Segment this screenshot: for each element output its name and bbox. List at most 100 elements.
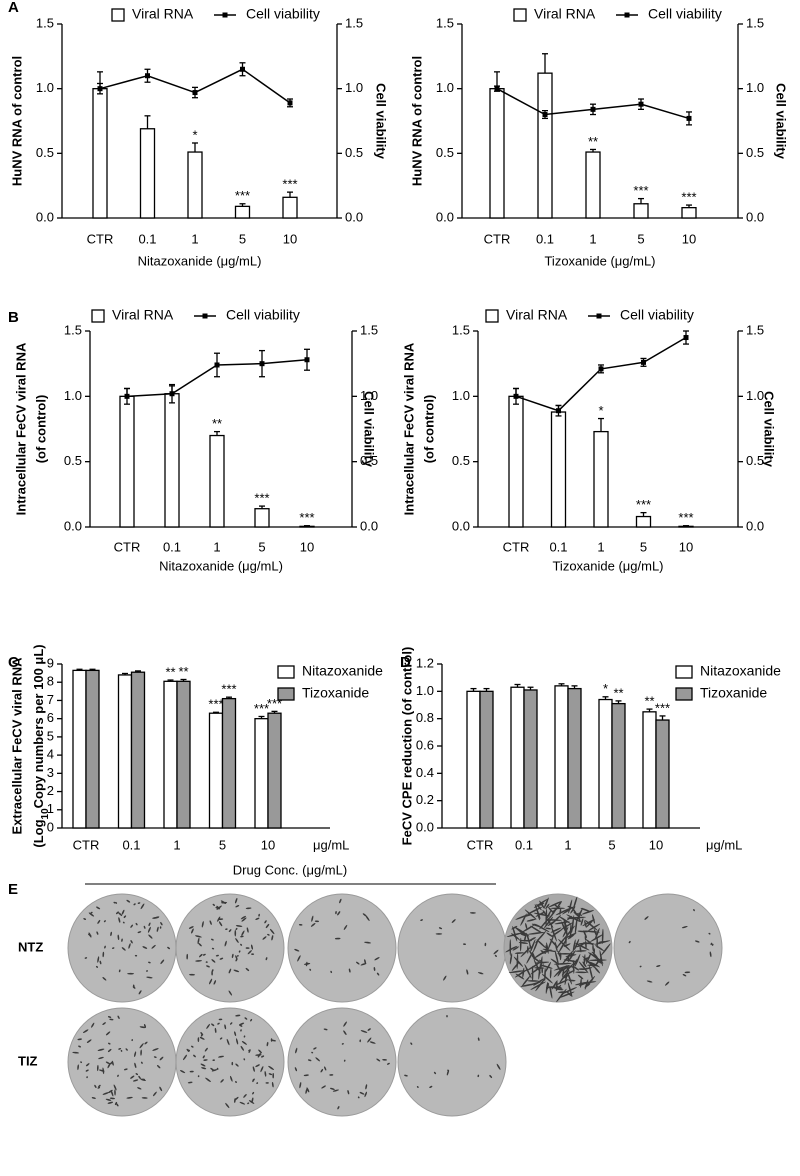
x-tick-label: 10: [679, 539, 693, 554]
cell: [373, 967, 376, 971]
marker: [214, 362, 220, 368]
cell: [330, 970, 333, 974]
cell: [156, 926, 159, 932]
bar: [221, 697, 237, 829]
cell: [84, 957, 88, 959]
cell: [235, 925, 243, 927]
y2-axis-label: Cell viability: [374, 83, 389, 160]
cell: [111, 1060, 114, 1066]
bar: [254, 718, 269, 829]
legend-label: Tizoxanide: [302, 685, 369, 701]
cell: [593, 966, 601, 974]
cell: [438, 927, 443, 930]
cell: [230, 1022, 233, 1025]
cell: [369, 1041, 376, 1044]
cell: [202, 1055, 205, 1059]
cell: [549, 985, 553, 999]
y2-tick-label: 1.5: [345, 15, 363, 30]
y2-axis-label: Cell viability: [774, 83, 789, 160]
cell: [191, 1045, 194, 1048]
cell: [572, 939, 576, 953]
cell: [88, 932, 92, 938]
x-tick-label: 5: [219, 837, 226, 852]
cell: [583, 930, 600, 933]
y-tick-label: 0.0: [36, 209, 54, 224]
significance: **: [613, 685, 623, 700]
cell: [215, 907, 221, 910]
cell: [235, 938, 239, 943]
cell: [252, 1091, 255, 1095]
marker: [513, 393, 519, 399]
bar: [163, 680, 178, 829]
significance: ***: [655, 700, 670, 715]
significance: **: [165, 664, 175, 679]
cell: [520, 946, 532, 958]
well: [175, 1007, 285, 1117]
cell: [557, 901, 562, 907]
cell: [102, 1022, 106, 1025]
cell: [243, 1058, 246, 1061]
x-tick-label: 1: [597, 539, 604, 554]
cell: [235, 955, 238, 960]
cell: [343, 924, 348, 930]
cell: [114, 1101, 118, 1106]
cell: [262, 936, 267, 940]
cell: [235, 898, 238, 904]
cell: [234, 929, 237, 937]
y2-tick-label: 1.0: [345, 80, 363, 95]
cell: [91, 1097, 96, 1099]
cell: [218, 918, 224, 921]
cell: [584, 934, 587, 941]
header: Drug Conc. (μg/mL): [233, 862, 347, 877]
x-tick-label: 0.1: [138, 231, 156, 246]
cell: [148, 922, 151, 927]
legend-label: Viral RNA: [534, 6, 596, 22]
cell: [469, 912, 476, 914]
cell: [202, 953, 206, 956]
bar: [598, 698, 613, 829]
cell: [575, 943, 585, 948]
cell: [329, 1074, 334, 1076]
x-tick-label: 1: [564, 837, 571, 852]
well: [287, 1007, 397, 1117]
bar: [550, 411, 567, 528]
cell: [216, 1067, 219, 1070]
cell: [546, 910, 552, 919]
significance: ***: [208, 697, 223, 712]
cell: [199, 1036, 205, 1040]
y-tick-label: 0.5: [36, 145, 54, 160]
cell: [209, 920, 212, 925]
cell: [588, 952, 600, 960]
cell: [554, 950, 559, 966]
y-tick-label: 0.8: [416, 710, 434, 725]
cell: [243, 1094, 247, 1098]
cell: [132, 984, 135, 988]
x-unit: μg/mL: [313, 837, 349, 852]
cell: [138, 1075, 141, 1080]
cell: [524, 909, 537, 920]
cell: [596, 936, 598, 948]
legend-swatch: [91, 309, 105, 323]
cell: [524, 964, 532, 979]
cell: [536, 939, 547, 949]
x-tick-label: 10: [261, 837, 275, 852]
bar: [554, 685, 569, 829]
cell: [228, 990, 233, 996]
cell: [211, 1069, 218, 1072]
cell: [496, 1063, 501, 1070]
y-tick-label: 0.5: [64, 453, 82, 468]
cell: [233, 969, 240, 973]
cell: [547, 920, 556, 927]
legend-label: Nitazoxanide: [700, 663, 781, 679]
cell: [236, 955, 239, 957]
cell: [121, 938, 123, 942]
bar: [479, 690, 494, 829]
cell: [580, 918, 584, 926]
cell: [115, 901, 118, 904]
cell: [141, 1097, 148, 1099]
significance: ***: [633, 183, 648, 198]
cell: [365, 915, 370, 922]
cell: [113, 1084, 117, 1091]
cell: [509, 939, 512, 956]
cell: [294, 948, 300, 952]
